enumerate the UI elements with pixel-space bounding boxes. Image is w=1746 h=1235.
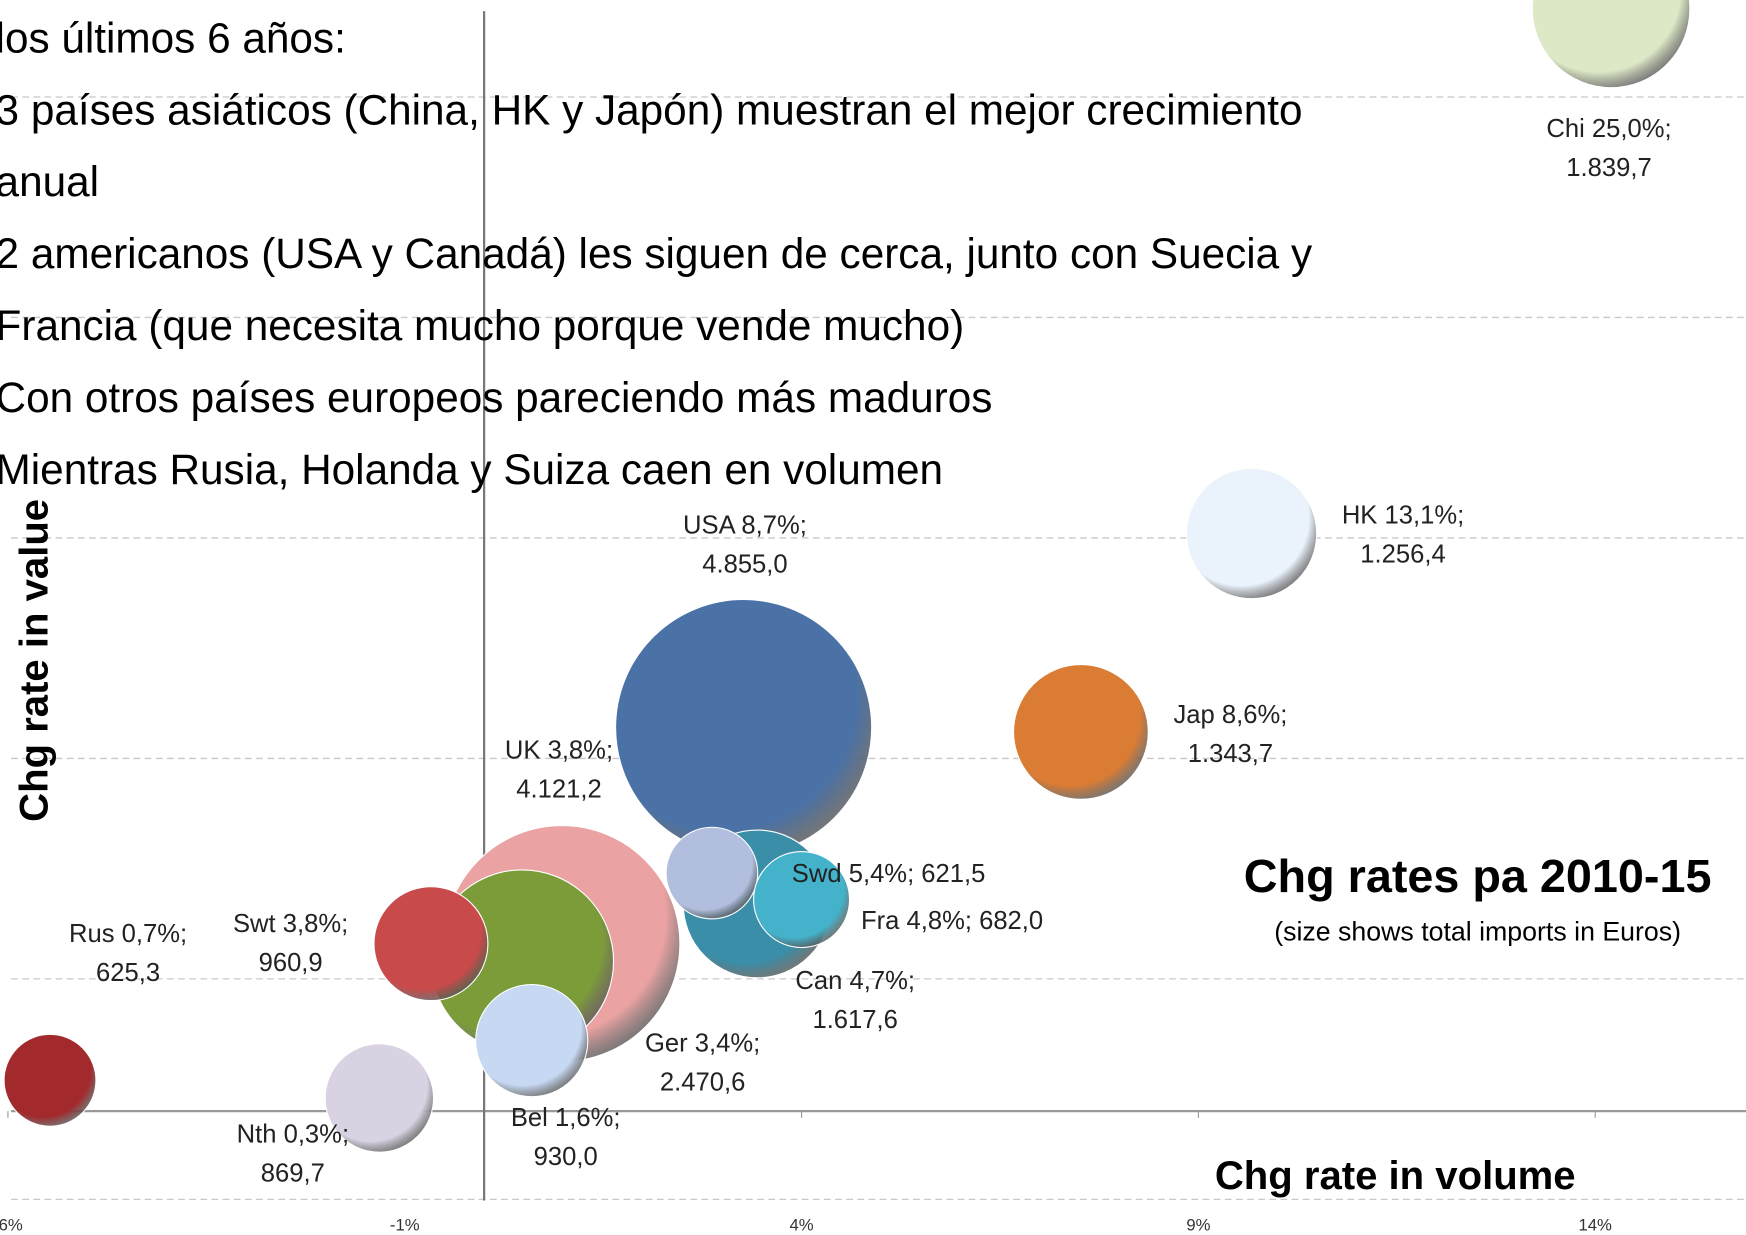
grid: -6% -1% 4% 9% 14% — [0, 11, 1746, 1234]
chart-title: Chg rates pa 2010-15 — [1244, 850, 1712, 902]
bubble — [1013, 664, 1149, 800]
data-label: 2.470,6 — [660, 1068, 745, 1096]
data-label: 1.617,6 — [812, 1006, 897, 1034]
annotation-line: 2 americanos (USA y Canadá) les siguen d… — [0, 230, 1313, 277]
labels: Rus 0,7%; 625,3 Nth 0,3%; 869,7 UK 3,8%; 4.12… — [69, 115, 1672, 1188]
data-label: UK 3,8%; — [505, 736, 613, 764]
annotation-line: Mientras Rusia, Holanda y Suiza caen en … — [0, 446, 943, 493]
y-axis-label: Chg rate in value — [12, 499, 56, 822]
bubbles — [3, 0, 1691, 1153]
x-tick-label: -1% — [390, 1215, 420, 1234]
annotation-line: Francia (que necesita mucho porque vende… — [0, 302, 964, 349]
x-tick-label: 9% — [1186, 1215, 1210, 1234]
data-label: Bel 1,6%; — [511, 1104, 621, 1132]
x-tick-label: -6% — [0, 1215, 23, 1234]
bubble — [475, 984, 589, 1098]
annotation-line: los últimos 6 años: — [0, 14, 346, 61]
data-label: 960,9 — [259, 949, 323, 977]
chart-subtitle: (size shows total imports in Euros) — [1274, 916, 1681, 946]
bubble — [1531, 0, 1691, 89]
data-label: Chi 25,0%; — [1546, 115, 1671, 143]
annotation-line: anual — [0, 158, 99, 205]
x-axis-label: Chg rate in volume — [1215, 1154, 1576, 1198]
annotation-line: Con otros países europeos pareciendo más… — [0, 374, 992, 421]
data-label: Ger 3,4%; — [645, 1029, 760, 1057]
data-label: 1.256,4 — [1360, 540, 1445, 568]
bubble — [615, 598, 873, 857]
data-label: Jap 8,6%; — [1173, 701, 1287, 729]
data-label: 869,7 — [261, 1160, 325, 1188]
data-label: 4.855,0 — [702, 550, 787, 578]
bubble — [3, 1033, 97, 1127]
annotations: los últimos 6 años: 3 países asiáticos (C… — [0, 14, 1313, 493]
data-label: Can 4,7%; — [795, 967, 915, 995]
data-label: 1.343,7 — [1188, 740, 1273, 768]
data-label: HK 13,1%; — [1342, 501, 1464, 529]
bubble — [324, 1043, 435, 1153]
data-label: 4.121,2 — [516, 775, 601, 803]
data-label: USA 8,7%; — [683, 512, 807, 540]
annotation-line: 3 países asiáticos (China, HK y Japón) m… — [0, 86, 1303, 133]
data-label: Nth 0,3%; — [237, 1121, 349, 1149]
data-label: 625,3 — [96, 959, 160, 987]
bubble — [665, 826, 759, 920]
bubble — [1185, 467, 1318, 600]
x-tick-label: 4% — [790, 1215, 814, 1234]
bubble — [753, 850, 851, 949]
data-label: Swd 5,4%; 621,5 — [792, 860, 986, 888]
data-label: Swt 3,8%; — [233, 910, 348, 938]
data-label: 1.839,7 — [1566, 154, 1651, 182]
data-label: 930,0 — [534, 1143, 598, 1171]
data-label: Fra 4,8%; 682,0 — [861, 907, 1043, 935]
bubble — [373, 886, 489, 1002]
data-label: Rus 0,7%; — [69, 920, 187, 948]
x-tick-label: 14% — [1579, 1215, 1613, 1234]
